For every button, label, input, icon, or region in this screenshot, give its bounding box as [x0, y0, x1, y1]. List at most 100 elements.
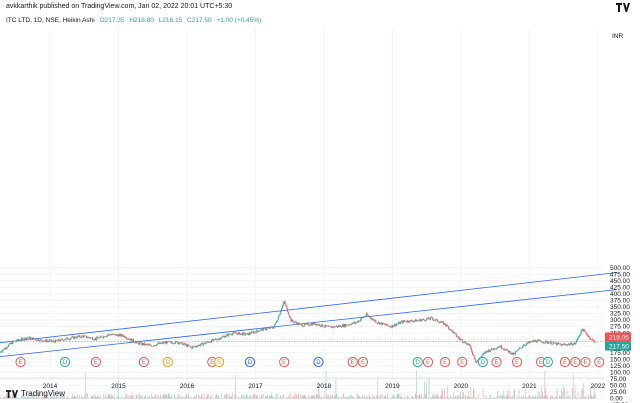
volume-bar — [400, 396, 401, 399]
candle-body — [357, 321, 359, 323]
candle-body — [482, 354, 484, 356]
volume-bar — [514, 390, 515, 399]
volume-bar — [132, 394, 134, 399]
candle-body — [335, 326, 337, 328]
candle-body — [563, 344, 565, 345]
volume-bar — [278, 397, 280, 399]
volume-bar — [206, 396, 208, 399]
candle-body — [460, 339, 461, 340]
candle-body — [161, 342, 163, 344]
volume-bar — [206, 396, 207, 399]
volume-bar — [218, 396, 220, 399]
candle-body — [57, 339, 59, 341]
event-marker — [357, 356, 369, 368]
candle-body — [327, 326, 329, 327]
candle-body — [81, 335, 83, 337]
candle-body — [569, 344, 571, 345]
candle-body — [395, 324, 397, 326]
volume-bar — [556, 388, 558, 399]
price-axis: INR500.00475.00450.00425.00400.00375.003… — [0, 33, 631, 403]
candle-body — [30, 337, 32, 339]
candle-body — [424, 319, 426, 321]
candle-body — [28, 336, 30, 338]
volume-bar — [259, 397, 260, 399]
candle-body — [402, 320, 404, 323]
volume-bar — [396, 394, 398, 399]
time-tick-label: 2019 — [385, 383, 400, 390]
candle-body — [489, 349, 491, 352]
volume-bar — [407, 395, 409, 399]
volume-bar — [559, 395, 560, 399]
candle-body — [202, 342, 204, 346]
volume-bar — [497, 395, 499, 399]
candle-body — [83, 335, 85, 338]
candle-body — [554, 342, 556, 344]
candle-body — [422, 318, 424, 320]
event-marker-label: E — [94, 360, 98, 366]
volume-bar — [416, 370, 417, 399]
volume-bar — [115, 397, 117, 399]
volume-bar — [244, 397, 246, 399]
volume-bar — [135, 397, 136, 399]
candle-body — [415, 319, 417, 322]
volume-bar — [162, 394, 164, 399]
candle-body — [506, 349, 508, 350]
volume-bar — [194, 396, 196, 399]
candle-body — [152, 345, 154, 347]
candle-body — [262, 328, 264, 331]
volume-bar — [244, 395, 246, 399]
candle-body — [430, 317, 432, 318]
volume-bar — [252, 395, 254, 399]
volume-bar — [314, 397, 316, 399]
volume-bar — [542, 392, 543, 399]
candle-body — [228, 333, 230, 335]
candle-body — [165, 342, 167, 344]
volume-bar — [374, 397, 376, 399]
candle-body — [339, 325, 341, 327]
volume-bar — [11, 395, 13, 399]
candle-body — [549, 341, 551, 343]
volume-bar — [97, 396, 98, 399]
candle-body — [521, 346, 523, 348]
volume-bar — [580, 389, 582, 399]
volume-bar — [476, 397, 477, 399]
volume-bar — [582, 388, 583, 399]
volume-bar — [561, 397, 563, 399]
price-tick-label: 75.00 — [610, 376, 627, 383]
volume-bar — [3, 397, 5, 399]
volume-bar — [489, 395, 491, 399]
candle-body — [442, 321, 444, 323]
candle-body — [199, 344, 200, 346]
candle-body — [155, 345, 157, 347]
candle-body — [561, 344, 563, 346]
volume-bar — [398, 394, 400, 399]
candle-body — [317, 324, 319, 326]
candle-body — [472, 354, 474, 356]
candle-body — [139, 342, 140, 345]
candle-body — [169, 341, 170, 343]
candle-body — [423, 318, 425, 320]
volume-bar — [593, 395, 594, 399]
event-marker — [580, 356, 591, 368]
volume-bar — [518, 388, 520, 399]
volume-bar — [580, 396, 581, 399]
price-tick-label: 350.00 — [610, 304, 630, 311]
candle-body — [6, 347, 8, 349]
volume-bar — [260, 397, 262, 399]
volume-bar — [304, 395, 305, 399]
volume-bar — [490, 397, 492, 399]
volume-bar — [216, 395, 218, 399]
candle-body — [191, 346, 193, 349]
candle-body — [468, 344, 470, 346]
candle-body — [98, 337, 100, 339]
candle-body — [39, 339, 41, 342]
candle-body — [111, 334, 113, 336]
volume-bar — [464, 395, 466, 399]
volume-bar — [54, 396, 56, 399]
candle-body — [572, 344, 574, 346]
candle-body — [282, 302, 284, 306]
candle-body — [352, 322, 354, 324]
candle-body — [140, 342, 142, 345]
volume-bar — [185, 396, 186, 399]
